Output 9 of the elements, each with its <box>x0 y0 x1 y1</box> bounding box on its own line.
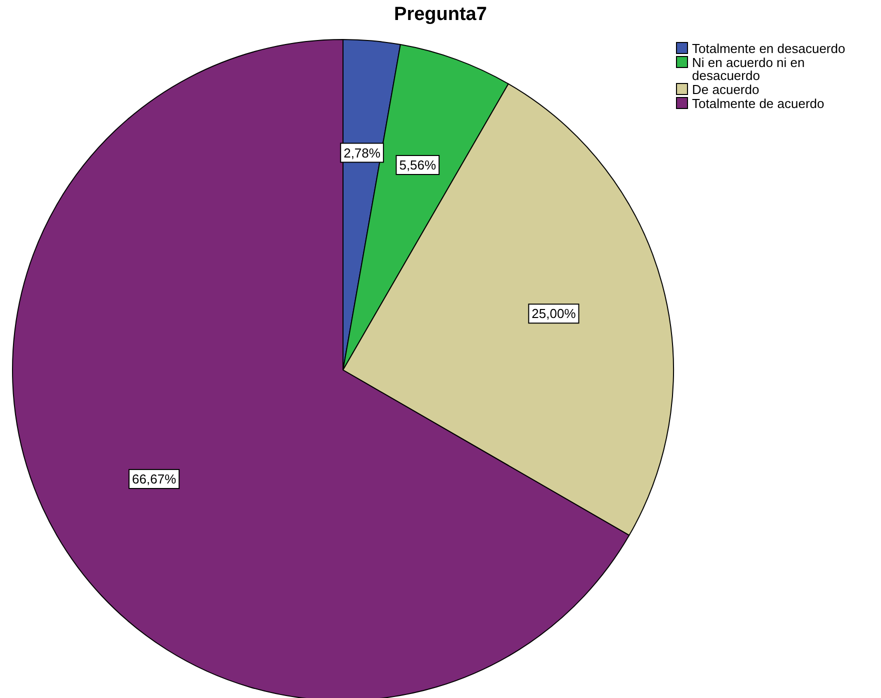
legend-label: Totalmente de acuerdo <box>692 96 824 111</box>
data-label: 2,78% <box>344 145 381 160</box>
legend-label: De acuerdo <box>692 82 760 97</box>
data-label: 5,56% <box>399 158 437 173</box>
legend-label: Totalmente en desacuerdo <box>692 41 846 56</box>
chart-title: Pregunta7 <box>393 4 488 26</box>
data-label: 25,00% <box>532 306 576 322</box>
data-label: 66,67% <box>132 472 177 487</box>
legend-label: Ni en acuerdo ni en desacuerdo <box>692 55 806 83</box>
